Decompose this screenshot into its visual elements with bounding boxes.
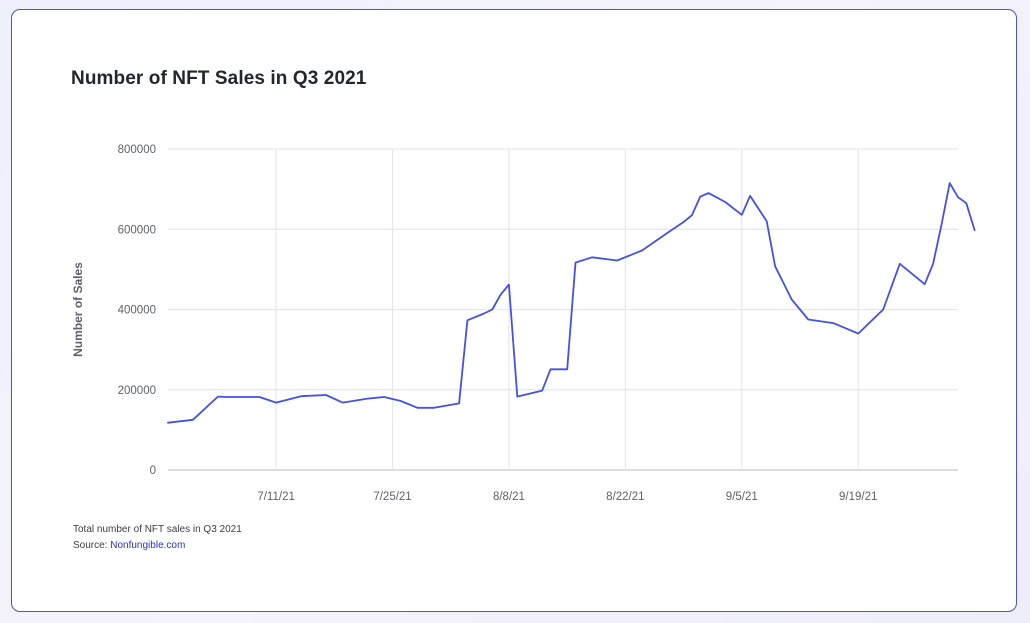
gridlines [168, 148, 958, 471]
y-tick-label: 600000 [118, 224, 156, 236]
x-tick-label: 9/19/21 [839, 491, 877, 503]
x-tick-label: 8/8/21 [493, 491, 525, 503]
x-tick-label: 7/11/21 [257, 491, 295, 503]
chart-caption: Total number of NFT sales in Q3 2021 [73, 524, 242, 535]
y-axis-label: Number of Sales [71, 262, 85, 357]
chart-card: Number of NFT Sales in Q3 2021 0 200000 40… [11, 9, 1017, 612]
y-tick-label: 0 [150, 465, 156, 477]
y-tick-label: 400000 [118, 305, 156, 317]
source-line: Source: Nonfungible.com [73, 540, 185, 551]
x-tick-label: 8/22/21 [606, 491, 644, 503]
source-prefix: Source: [73, 540, 111, 551]
y-tick-label: 800000 [118, 144, 156, 156]
tick-labels: 0 200000 400000 600000 800000 7/11/21 7/25/21 8… [118, 144, 878, 503]
data-series [167, 182, 976, 424]
y-tick-label: 200000 [118, 385, 156, 397]
x-tick-label: 7/25/21 [373, 491, 411, 503]
source-link[interactable]: Nonfungible.com [110, 540, 186, 551]
series-line [167, 182, 976, 424]
line-chart: 0 200000 400000 600000 800000 7/11/21 7/25/21 8… [71, 144, 976, 503]
x-tick-label: 9/5/21 [726, 491, 758, 503]
chart-title: Number of NFT Sales in Q3 2021 [71, 68, 367, 89]
